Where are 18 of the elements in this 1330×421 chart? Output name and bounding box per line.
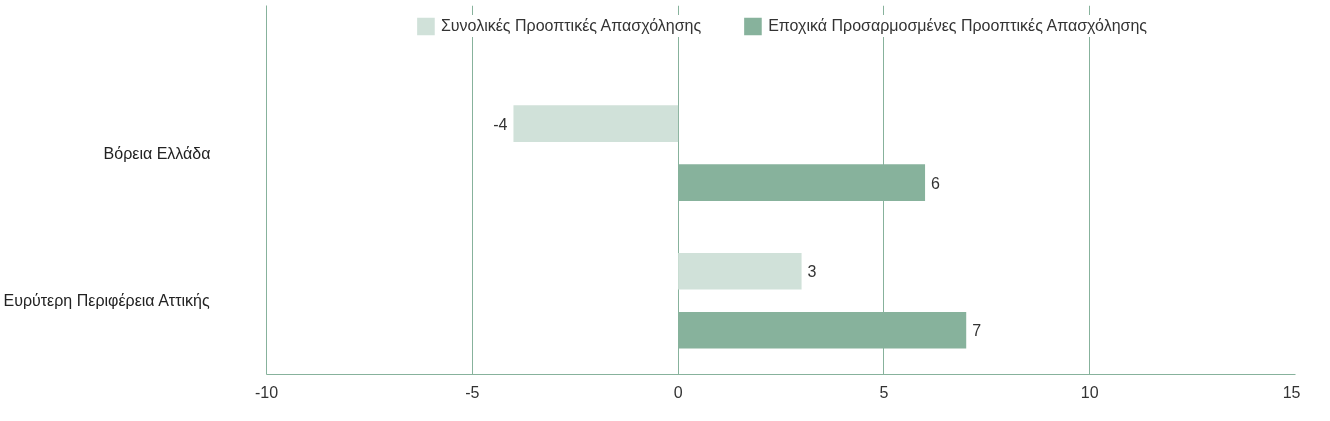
- data-label: 6: [931, 174, 941, 192]
- bar: [678, 164, 926, 201]
- data-label: 3: [807, 263, 817, 281]
- bar: [513, 105, 679, 142]
- y-tick-label: Βόρεια Ελλάδα: [103, 144, 211, 162]
- x-tick-label: -5: [465, 383, 480, 401]
- x-tick-label: 5: [879, 383, 889, 401]
- data-label: -4: [493, 115, 508, 133]
- data-label: 7: [972, 322, 982, 340]
- x-tick-label: -10: [254, 383, 279, 401]
- bar: [678, 252, 802, 290]
- bar: [678, 311, 967, 349]
- x-tick-label: 10: [1080, 383, 1099, 401]
- y-tick-label: Ευρύτερη Περιφέρεια Αττικής: [3, 292, 210, 310]
- x-tick-label: 15: [1282, 383, 1301, 401]
- legend-label: Συνολικές Προοπτικές Απασχόλησης: [440, 17, 702, 35]
- x-tick-label: 0: [673, 383, 683, 401]
- legend-label: Εποχικά Προσαρμοσμένες Προοπτικές Απασχόλησης: [768, 17, 1148, 35]
